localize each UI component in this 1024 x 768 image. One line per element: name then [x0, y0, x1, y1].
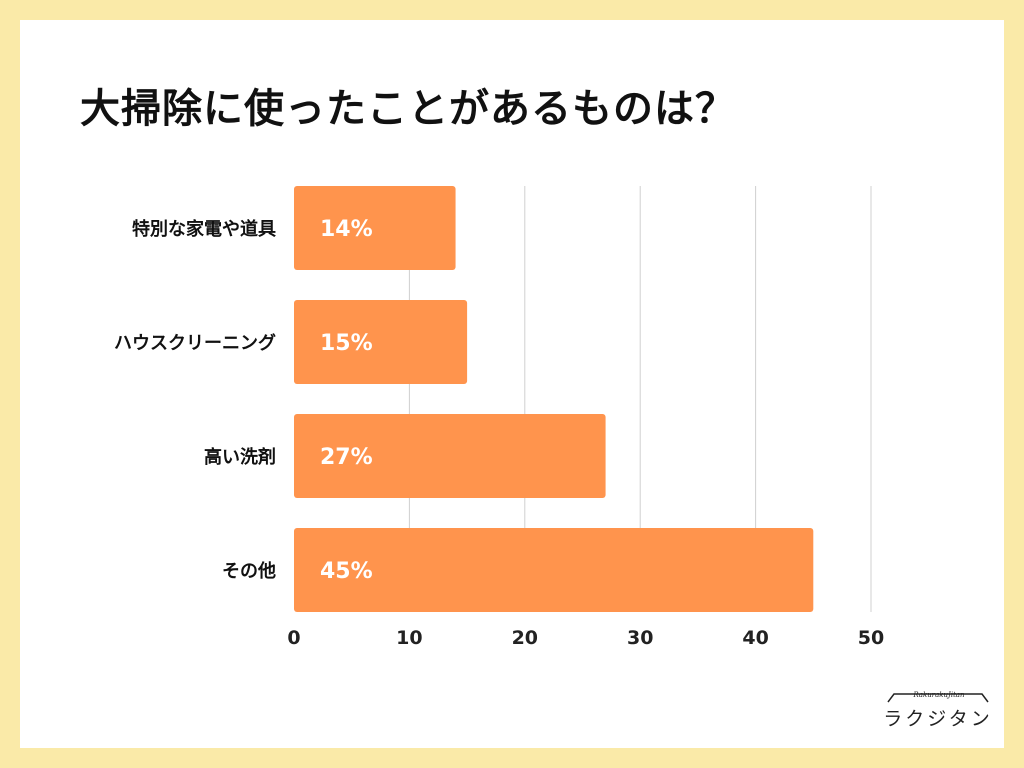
x-tick-label: 10 [396, 627, 422, 649]
data-label: 14% [320, 217, 373, 242]
bar [294, 528, 814, 612]
logo-wordmark: ラクジタン [883, 708, 993, 730]
bar-chart: 0 10 20 30 40 50 14% 特別な家電や道具 15% ハウスクリーニング 27% 高い洗… [114, 186, 884, 649]
data-label: 15% [320, 331, 373, 356]
category-label: ハウスクリーニング [114, 332, 276, 354]
bar [294, 414, 606, 498]
category-label: 特別な家電や道具 [132, 218, 276, 240]
data-label: 45% [320, 559, 373, 584]
chart-card: 大掃除に使ったことがあるものは？ 0 10 20 30 40 50 14% 特別な家電や道具 1… [20, 20, 1004, 748]
x-tick-label: 20 [512, 627, 538, 649]
data-label: 27% [320, 445, 373, 470]
chart-title: 大掃除に使ったことがあるものは？ [80, 86, 736, 132]
category-label: その他 [222, 560, 276, 582]
category-label: 高い洗剤 [204, 446, 276, 468]
house-roof-icon [887, 693, 989, 703]
x-tick-label: 40 [742, 627, 768, 649]
x-tick-label: 0 [287, 627, 300, 649]
x-tick-label: 50 [858, 627, 884, 649]
brand-logo: RakurakuJitan ラクジタン [880, 688, 996, 732]
x-tick-label: 30 [627, 627, 653, 649]
bar [294, 300, 468, 384]
logo-script: RakurakuJitan [913, 691, 965, 699]
bar [294, 186, 456, 270]
